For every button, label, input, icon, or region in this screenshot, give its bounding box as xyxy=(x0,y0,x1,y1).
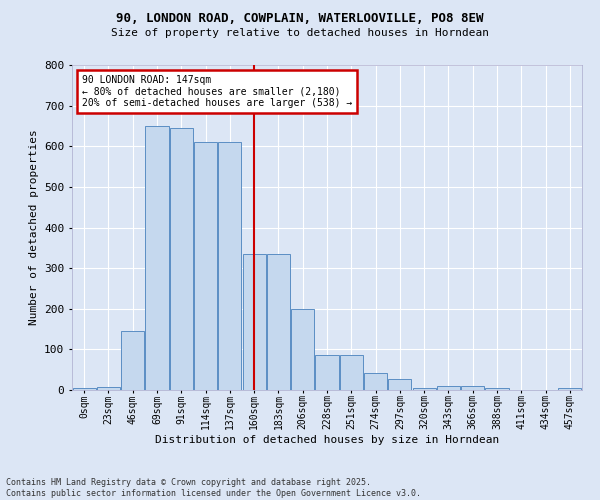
Bar xyxy=(413,388,436,390)
Text: Contains HM Land Registry data © Crown copyright and database right 2025.
Contai: Contains HM Land Registry data © Crown c… xyxy=(6,478,421,498)
Bar xyxy=(291,308,314,390)
Bar xyxy=(121,331,144,390)
Bar xyxy=(364,373,387,390)
Bar xyxy=(73,388,95,390)
X-axis label: Distribution of detached houses by size in Horndean: Distribution of detached houses by size … xyxy=(155,435,499,445)
Bar xyxy=(97,387,120,390)
Bar xyxy=(340,356,363,390)
Bar xyxy=(170,128,193,390)
Text: Size of property relative to detached houses in Horndean: Size of property relative to detached ho… xyxy=(111,28,489,38)
Bar xyxy=(461,386,484,390)
Bar xyxy=(388,379,412,390)
Bar xyxy=(316,356,338,390)
Text: 90 LONDON ROAD: 147sqm
← 80% of detached houses are smaller (2,180)
20% of semi-: 90 LONDON ROAD: 147sqm ← 80% of detached… xyxy=(82,74,352,108)
Bar xyxy=(437,386,460,390)
Text: 90, LONDON ROAD, COWPLAIN, WATERLOOVILLE, PO8 8EW: 90, LONDON ROAD, COWPLAIN, WATERLOOVILLE… xyxy=(116,12,484,26)
Bar xyxy=(559,388,581,390)
Bar xyxy=(218,142,241,390)
Bar xyxy=(485,388,509,390)
Bar xyxy=(194,142,217,390)
Y-axis label: Number of detached properties: Number of detached properties xyxy=(29,130,38,326)
Bar xyxy=(267,254,290,390)
Bar xyxy=(145,126,169,390)
Bar xyxy=(242,254,266,390)
